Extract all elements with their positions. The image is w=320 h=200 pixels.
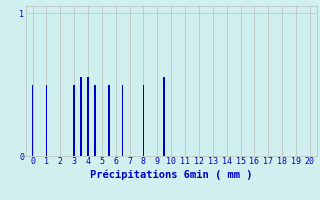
Bar bbox=[108, 85, 110, 156]
Bar bbox=[122, 85, 124, 156]
Bar bbox=[164, 77, 165, 156]
Bar bbox=[87, 77, 89, 156]
X-axis label: Précipitations 6min ( mm ): Précipitations 6min ( mm ) bbox=[90, 169, 252, 180]
Bar bbox=[80, 77, 82, 156]
Bar bbox=[73, 85, 75, 156]
Bar bbox=[45, 85, 47, 156]
Bar bbox=[143, 85, 144, 156]
Bar bbox=[94, 85, 96, 156]
Bar bbox=[32, 85, 33, 156]
